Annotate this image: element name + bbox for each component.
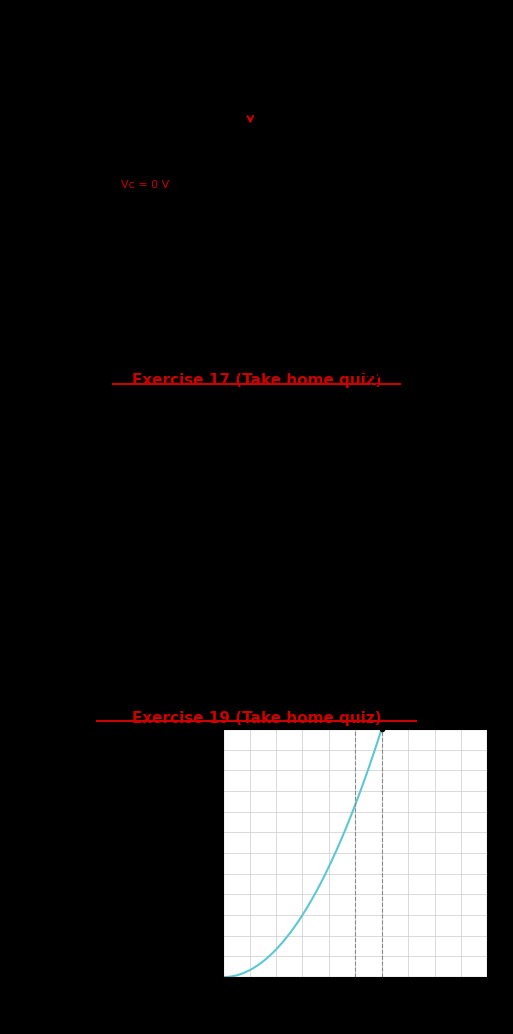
Text: R₂: R₂ [37, 869, 49, 878]
Text: DD: DD [127, 764, 139, 772]
Text: 3 kΩ: 3 kΩ [382, 574, 408, 583]
Text: , V: , V [140, 38, 157, 51]
Text: +18 V: +18 V [356, 370, 393, 381]
Text: DS: DS [196, 41, 211, 51]
Text: when ID = 8mA.: when ID = 8mA. [277, 38, 389, 51]
X-axis label: VGS(off): VGS(off) [337, 1001, 374, 1010]
Text: S: S [162, 41, 168, 51]
Text: 390 Ω: 390 Ω [274, 233, 305, 243]
Text: = 6V, determine: = 6V, determine [120, 401, 227, 415]
Text: curve .: curve . [21, 759, 61, 772]
Text: Determine V: Determine V [26, 38, 109, 51]
Text: 2: 2 [490, 687, 498, 696]
Text: 1.2kΩ: 1.2kΩ [144, 900, 174, 910]
Text: +12 V: +12 V [238, 59, 275, 69]
Text: Rᴅ: Rᴅ [274, 131, 289, 142]
Text: 5.5 MΩ: 5.5 MΩ [242, 469, 281, 480]
Text: 10 MΩ: 10 MΩ [121, 231, 154, 240]
Text: R₁: R₁ [269, 461, 281, 470]
Text: Rᴅ: Rᴅ [130, 817, 143, 827]
Text: Rᴄ: Rᴄ [141, 223, 154, 233]
Text: 860 Ω: 860 Ω [274, 141, 308, 151]
Text: Rₛ: Rₛ [144, 894, 154, 905]
Text: voltage-divider bias below and also given the transfer characteristic: voltage-divider bias below and also give… [21, 746, 425, 759]
Text: +V: +V [245, 65, 261, 74]
Text: Determine the approximate Q-point for the JFET with the: Determine the approximate Q-point for th… [21, 732, 357, 746]
Text: Rᴅ: Rᴅ [392, 461, 407, 470]
Text: Rₛ: Rₛ [382, 566, 394, 576]
Text: 1 MΩ: 1 MΩ [22, 874, 49, 884]
Text: Rₛ: Rₛ [274, 225, 285, 236]
Text: +V: +V [363, 384, 379, 394]
Text: 5.1 kΩ: 5.1 kΩ [392, 469, 428, 480]
Text: Exercise 19 (Take home quiz): Exercise 19 (Take home quiz) [132, 711, 381, 726]
Y-axis label: ID (mA): ID (mA) [511, 835, 513, 871]
Text: and V: and V [220, 38, 258, 51]
Text: D: D [109, 404, 117, 415]
Text: , V: , V [173, 38, 191, 51]
Text: TAKE HOME QUIZ 4: TAKE HOME QUIZ 4 [161, 13, 352, 32]
Text: 5.5 MΩ: 5.5 MΩ [12, 823, 49, 833]
Text: Iᴅ: Iᴅ [212, 110, 222, 119]
Text: DD: DD [268, 67, 281, 77]
Text: R₂: R₂ [269, 540, 281, 549]
Text: Given that V: Given that V [21, 401, 98, 415]
Text: GS: GS [256, 41, 271, 51]
Text: DD: DD [386, 386, 399, 395]
Text: Exercise 17 (Take home quiz): Exercise 17 (Take home quiz) [132, 373, 381, 388]
Text: D: D [126, 41, 134, 51]
Text: 1: 1 [490, 339, 498, 349]
Text: R₁: R₁ [37, 817, 49, 827]
Text: +18 V: +18 V [98, 755, 133, 765]
Text: Vᴄ = 0 V: Vᴄ = 0 V [121, 180, 169, 190]
Text: 5.1 kΩ: 5.1 kΩ [130, 823, 164, 833]
Text: 1 MΩ: 1 MΩ [252, 547, 281, 557]
Text: the ID and VGS .: the ID and VGS . [21, 422, 124, 434]
Text: +V: +V [104, 761, 119, 771]
